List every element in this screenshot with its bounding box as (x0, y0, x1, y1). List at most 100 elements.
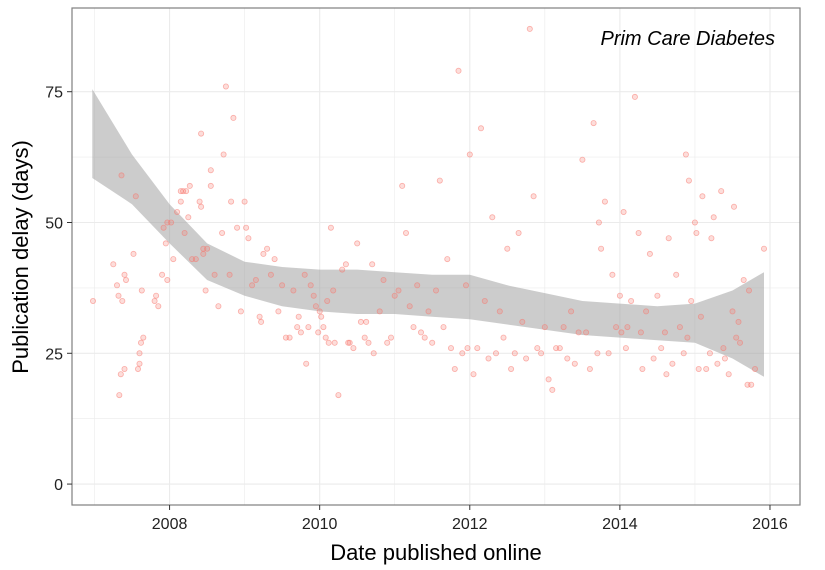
data-point (346, 339, 353, 346)
data-point (134, 365, 141, 372)
data-point (481, 297, 488, 304)
data-point (180, 188, 187, 195)
data-point (725, 371, 732, 378)
data-point (618, 329, 625, 336)
data-point (138, 287, 145, 294)
data-point (706, 350, 713, 357)
data-point (164, 276, 171, 283)
data-point (290, 287, 297, 294)
data-point (279, 282, 286, 289)
smooth-confidence-band (92, 89, 765, 377)
data-point (249, 282, 256, 289)
data-point (297, 329, 304, 336)
data-point (312, 303, 319, 310)
data-point (699, 193, 706, 200)
data-point (417, 329, 424, 336)
data-point (613, 324, 620, 331)
data-point (609, 271, 616, 278)
data-point (168, 219, 175, 226)
data-point (620, 208, 627, 215)
x-tick-label: 2010 (302, 516, 338, 533)
y-tick-label: 50 (45, 215, 63, 232)
data-point (318, 313, 325, 320)
data-point (669, 360, 676, 367)
data-point (226, 271, 233, 278)
data-point (357, 318, 364, 325)
data-point (474, 345, 481, 352)
data-point (339, 266, 346, 273)
data-point (637, 329, 644, 336)
grid-lines (72, 8, 800, 505)
data-point (628, 297, 635, 304)
data-point (605, 350, 612, 357)
data-point (654, 292, 661, 299)
data-point (245, 235, 252, 242)
data-point (635, 229, 642, 236)
data-point (650, 355, 657, 362)
data-point (132, 193, 139, 200)
data-point (685, 177, 692, 184)
data-point (310, 292, 317, 299)
data-point (708, 235, 715, 242)
data-point (761, 245, 768, 252)
data-point (601, 198, 608, 205)
data-point (241, 198, 248, 205)
data-point (207, 182, 214, 189)
data-point (663, 371, 670, 378)
y-tick-label: 25 (45, 346, 63, 363)
data-point (260, 250, 267, 257)
data-point (294, 324, 301, 331)
data-point (315, 329, 322, 336)
data-point (117, 371, 124, 378)
data-point (116, 392, 123, 399)
data-point (703, 365, 710, 372)
data-point (230, 114, 237, 121)
data-point (185, 214, 192, 221)
x-tick-label: 2008 (152, 516, 188, 533)
data-point (586, 365, 593, 372)
data-point (594, 350, 601, 357)
data-point (492, 350, 499, 357)
data-point (616, 292, 623, 299)
data-point (519, 318, 526, 325)
data-point (252, 276, 259, 283)
data-point (286, 334, 293, 341)
data-point (406, 303, 413, 310)
data-point (731, 203, 738, 210)
data-point (665, 235, 672, 242)
data-point (256, 313, 263, 320)
y-axis: 0 25 50 75 (45, 85, 72, 494)
data-point (121, 365, 128, 372)
data-point (538, 350, 545, 357)
data-point (198, 130, 205, 137)
data-point (661, 329, 668, 336)
data-point (721, 355, 728, 362)
data-point (162, 240, 169, 247)
data-point (202, 287, 209, 294)
data-point (447, 345, 454, 352)
data-point (335, 392, 342, 399)
data-point (515, 229, 522, 236)
data-point (345, 339, 352, 346)
data-point (429, 339, 436, 346)
data-point (130, 250, 137, 257)
data-point (676, 324, 683, 331)
data-point (330, 287, 337, 294)
data-point (110, 261, 117, 268)
data-point (545, 376, 552, 383)
data-point (170, 256, 177, 263)
data-point (691, 219, 698, 226)
data-point (123, 276, 130, 283)
x-axis: 2008 2010 2012 2014 2016 (152, 505, 788, 533)
data-point (354, 240, 361, 247)
data-point (410, 324, 417, 331)
data-point (541, 324, 548, 331)
data-point (444, 256, 451, 263)
data-point (350, 345, 357, 352)
data-point (504, 245, 511, 252)
data-point (568, 308, 575, 315)
data-point (342, 261, 349, 268)
data-point (752, 365, 759, 372)
data-point (399, 182, 406, 189)
